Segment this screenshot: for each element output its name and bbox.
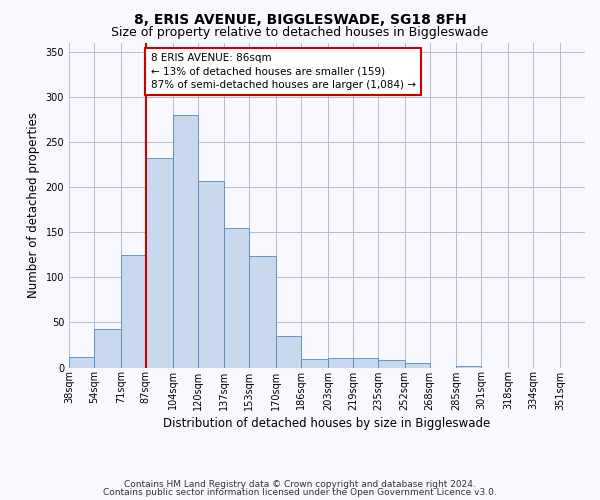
Bar [457, 366, 481, 368]
Bar [94, 328, 121, 368]
Bar [404, 363, 430, 368]
Bar [224, 228, 250, 368]
Bar [146, 158, 173, 368]
Bar [378, 360, 404, 368]
Bar [197, 180, 224, 368]
Bar [353, 358, 378, 368]
Bar [69, 356, 94, 368]
Bar [328, 358, 353, 368]
Text: Contains public sector information licensed under the Open Government Licence v3: Contains public sector information licen… [103, 488, 497, 497]
Text: 8, ERIS AVENUE, BIGGLESWADE, SG18 8FH: 8, ERIS AVENUE, BIGGLESWADE, SG18 8FH [134, 12, 466, 26]
Bar [301, 360, 328, 368]
Text: Contains HM Land Registry data © Crown copyright and database right 2024.: Contains HM Land Registry data © Crown c… [124, 480, 476, 489]
Text: 8 ERIS AVENUE: 86sqm
← 13% of detached houses are smaller (159)
87% of semi-deta: 8 ERIS AVENUE: 86sqm ← 13% of detached h… [151, 54, 416, 90]
Bar [173, 114, 197, 368]
Bar [121, 254, 146, 368]
Text: Size of property relative to detached houses in Biggleswade: Size of property relative to detached ho… [112, 26, 488, 39]
X-axis label: Distribution of detached houses by size in Biggleswade: Distribution of detached houses by size … [163, 416, 491, 430]
Y-axis label: Number of detached properties: Number of detached properties [27, 112, 40, 298]
Bar [276, 336, 301, 368]
Bar [250, 256, 276, 368]
